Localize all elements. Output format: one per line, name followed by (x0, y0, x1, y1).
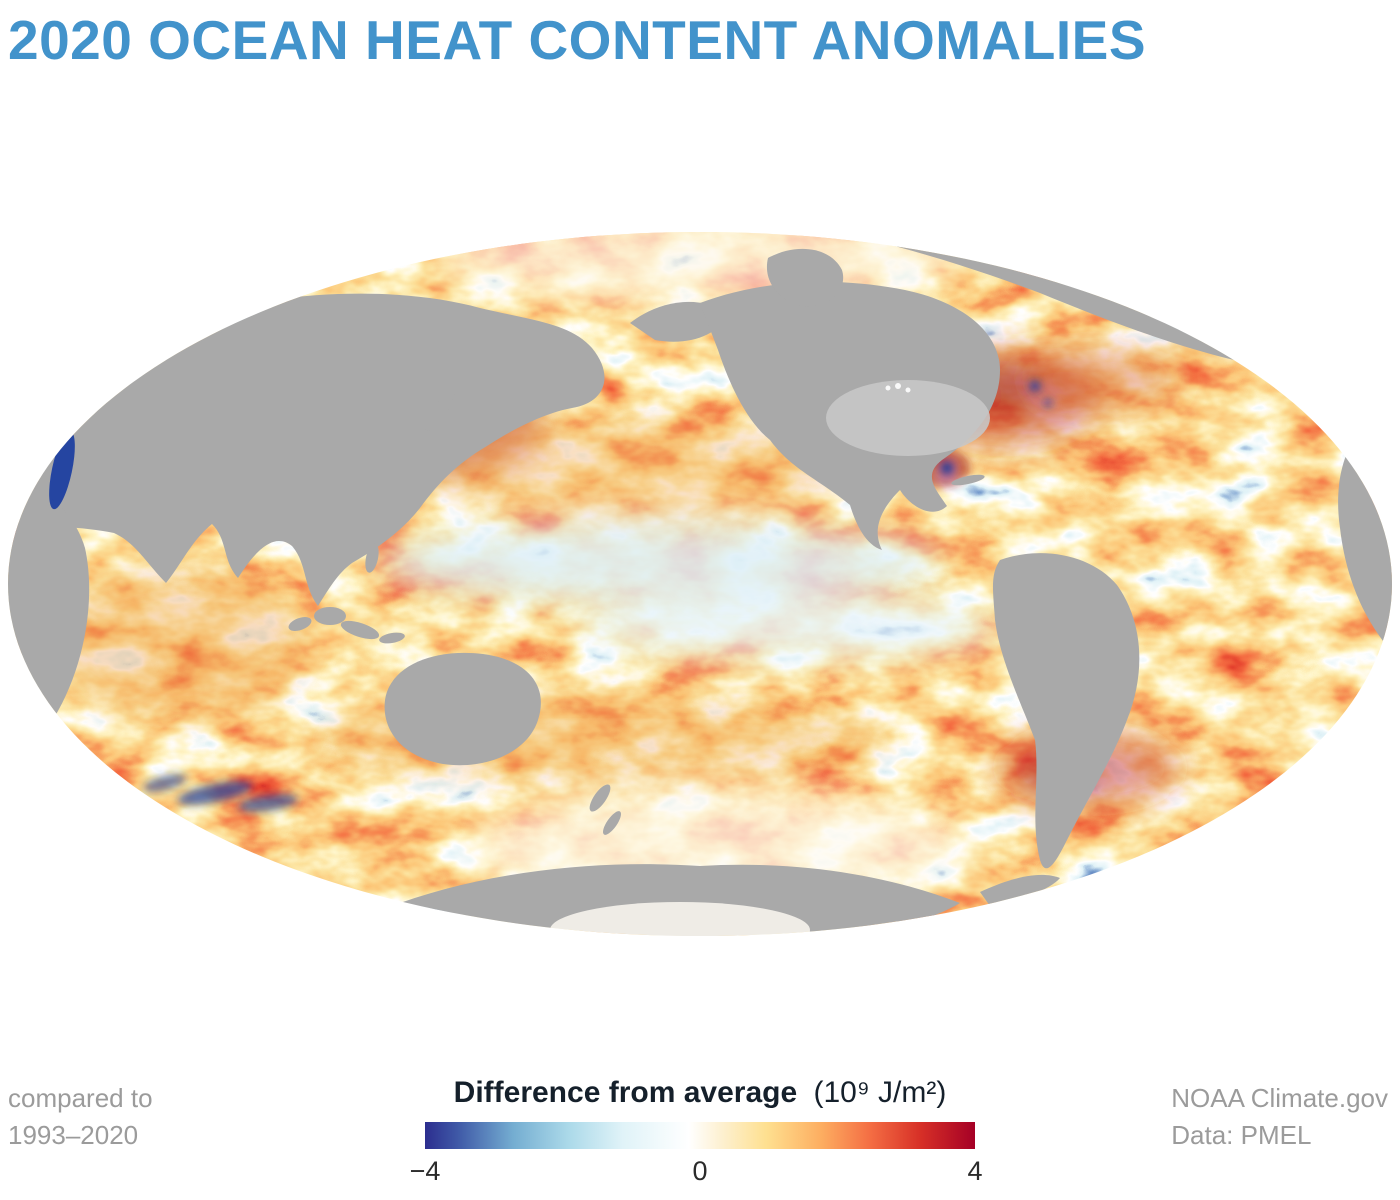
southern-ocean-cool-streak-1 (177, 781, 253, 805)
landmass-japan (420, 380, 456, 431)
baseline-note: compared to 1993–2020 (8, 1080, 153, 1154)
legend-title-main: Difference from average (453, 1076, 798, 1109)
landmass-southeast-asia-islands (288, 543, 405, 644)
island-new-guinea (340, 620, 380, 640)
colorbar-tick-max: 4 (967, 1156, 983, 1186)
island-sumatra (288, 617, 312, 631)
gulf-of-mexico-cool-core (939, 460, 955, 476)
colorbar-tick-zero: 0 (692, 1156, 708, 1186)
gulf-stream-cool-eddy-1 (1029, 380, 1041, 392)
landmass-africa-left-edge (8, 476, 90, 760)
legend-title-unit: (10⁹ J/m²) (813, 1076, 947, 1109)
great-lake-2 (905, 387, 911, 393)
us-lighter-patch (826, 380, 990, 456)
landmass-australia (384, 652, 541, 766)
page-title: 2020 OCEAN HEAT CONTENT ANOMALIES (8, 9, 1147, 71)
indian-ocean-warm (50, 568, 310, 718)
baseline-line1: compared to (8, 1083, 153, 1113)
southern-ocean-cool-streak-2 (238, 794, 298, 812)
island-philippines (365, 543, 379, 573)
colorbar-tick-min: −4 (409, 1156, 441, 1186)
equatorial-pacific-cool-band (380, 523, 940, 603)
colorbar-gradient (425, 1122, 975, 1149)
world-map-svg (8, 232, 1392, 936)
antarctic-ice-pale (550, 902, 810, 936)
landmass-south-america (992, 553, 1140, 869)
landmass-greenland (766, 248, 844, 307)
landmass-cuba (951, 474, 985, 486)
nz-north-island (589, 784, 611, 812)
north-pacific-warm-band (430, 418, 850, 518)
landmass-antarctic-peninsula (980, 874, 1060, 906)
island-borneo (314, 607, 346, 625)
us-states-region (826, 380, 990, 456)
baseline-line2: 1993–2020 (8, 1120, 139, 1150)
caspian-sea-cool-anomaly (49, 430, 75, 510)
great-lake-3 (885, 385, 891, 391)
southern-ocean-cool-streak-3 (143, 774, 187, 792)
island-java (379, 632, 405, 644)
great-lake-1 (895, 383, 901, 389)
landmass-eurasia (15, 293, 605, 606)
landmass-new-zealand (589, 784, 622, 835)
source-credit: NOAA Climate.gov Data: PMEL (1171, 1080, 1388, 1154)
world-heat-anomaly-map (0, 228, 1400, 940)
south-equatorial-cool-band (580, 598, 1000, 658)
source-line1: NOAA Climate.gov (1171, 1083, 1388, 1113)
source-line2: Data: PMEL (1171, 1120, 1312, 1150)
colorbar-ticks: −4 0 4 (410, 1156, 983, 1190)
gulf-stream-cool-eddy-2 (1044, 399, 1052, 407)
nz-south-island (602, 811, 622, 835)
legend-title: Difference from average (10⁹ J/m²) (454, 1076, 947, 1110)
mid-atlantic-warm (1020, 346, 1180, 410)
